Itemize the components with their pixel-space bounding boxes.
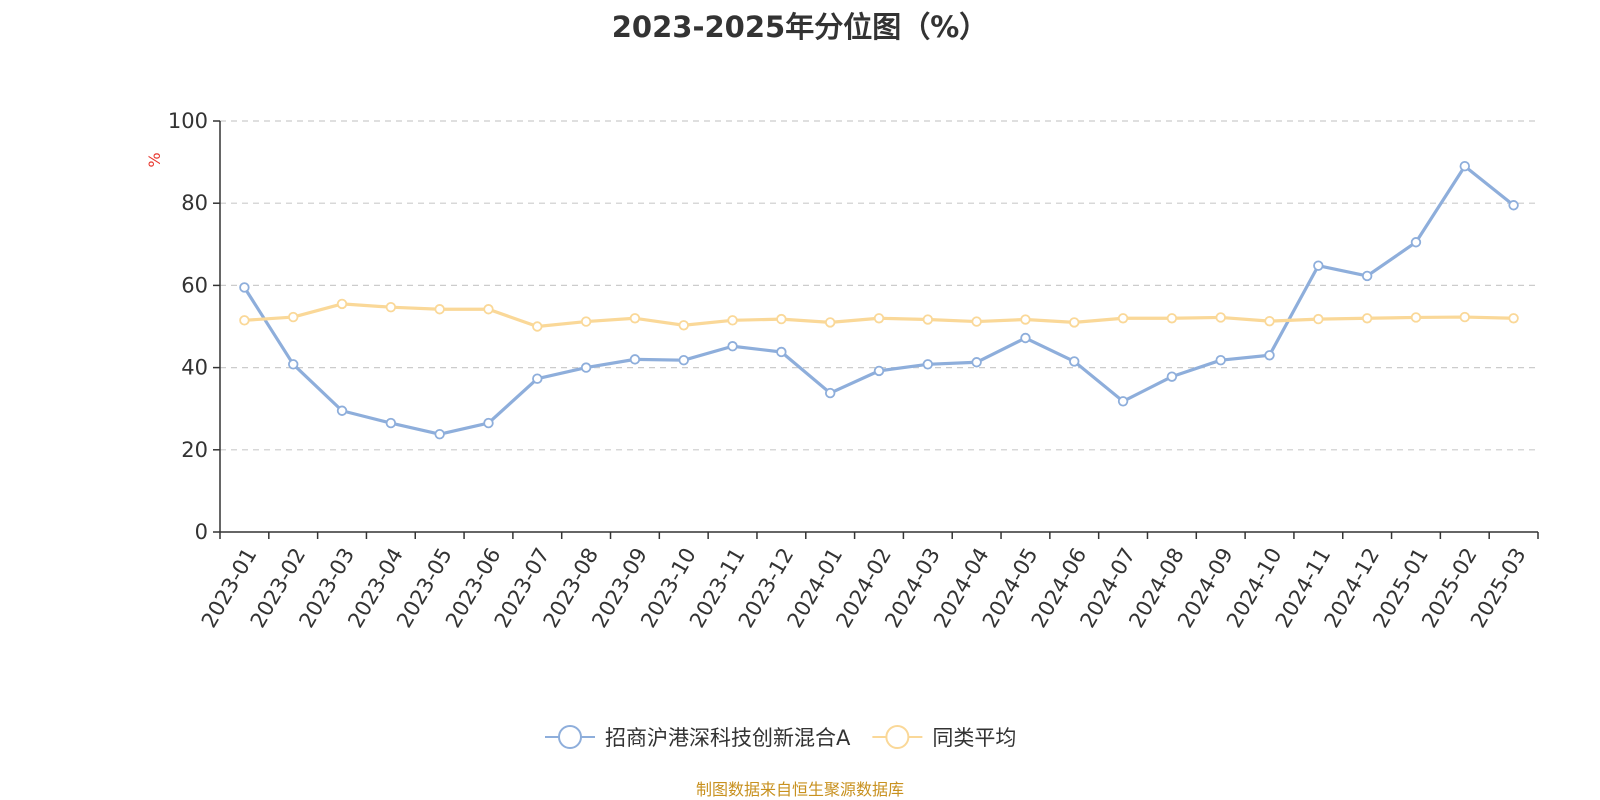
data-point — [1361, 270, 1373, 282]
data-point — [239, 282, 250, 293]
data-point — [1117, 313, 1129, 324]
data-point — [1215, 312, 1226, 323]
data-point — [629, 354, 641, 365]
legend[interactable]: 招商沪港深科技创新混合A 同类平均 — [545, 725, 1016, 750]
legend-marker — [885, 725, 910, 749]
data-point — [1264, 315, 1275, 327]
data-point — [336, 298, 348, 310]
data-point — [1508, 200, 1519, 211]
data-point — [1313, 313, 1324, 325]
data-point — [922, 314, 934, 325]
data-point — [824, 387, 836, 399]
data-point — [580, 362, 592, 373]
series-1 — [239, 161, 1519, 440]
y-tick-label: 80 — [181, 191, 208, 215]
data-point — [678, 320, 689, 331]
legend-marker — [558, 725, 582, 749]
data-point — [336, 405, 348, 416]
data-point — [1069, 356, 1080, 367]
data-point — [824, 317, 836, 328]
data-point — [971, 316, 982, 327]
data-point — [873, 313, 885, 324]
data-point — [1166, 371, 1178, 382]
data-point — [434, 304, 445, 315]
data-source-note: 制图数据来自恒生聚源数据库 — [695, 780, 904, 799]
y-tick-label: 40 — [181, 356, 208, 380]
data-point — [385, 301, 397, 313]
data-point — [1459, 311, 1470, 323]
y-tick-label: 100 — [168, 109, 208, 133]
grid-lines — [220, 120, 1538, 451]
data-point — [1020, 332, 1031, 344]
data-point — [971, 357, 982, 368]
data-point — [1361, 313, 1373, 324]
data-point — [1459, 161, 1470, 172]
data-point — [532, 321, 543, 332]
series-line — [243, 164, 1515, 436]
data-point — [1313, 260, 1324, 271]
data-point — [1117, 396, 1129, 407]
data-point — [678, 355, 689, 366]
data-point — [727, 341, 738, 352]
data-point — [922, 359, 934, 370]
data-point — [434, 428, 445, 440]
y-axis-label: % — [145, 152, 164, 167]
data-point — [727, 315, 738, 326]
y-tick-labels: 0 20 40 60 80 100 — [168, 109, 208, 544]
data-point — [1410, 237, 1422, 248]
data-point — [1508, 313, 1519, 324]
data-point — [239, 315, 250, 326]
data-point — [580, 316, 592, 327]
line-chart: 0 20 40 60 80 100 2023-012023-022023-032023-0… — [145, 109, 1539, 750]
data-point — [288, 311, 299, 323]
y-tick-label: 0 — [195, 520, 208, 544]
data-point — [1069, 317, 1080, 328]
data-point — [629, 313, 641, 324]
y-tick-label: 60 — [181, 273, 208, 297]
data-point — [288, 359, 299, 370]
data-point — [1264, 350, 1275, 361]
series-2 — [239, 298, 1519, 332]
data-point — [1215, 355, 1226, 366]
data-point — [1166, 313, 1178, 324]
data-point — [483, 417, 494, 429]
legend-item-1[interactable]: 招商沪港深科技创新混合A — [545, 725, 851, 750]
data-point — [483, 304, 494, 315]
data-point — [532, 373, 543, 384]
data-point — [1020, 314, 1031, 325]
axes — [213, 120, 1539, 539]
data-point — [1410, 312, 1422, 323]
data-point — [385, 417, 397, 429]
legend-label: 招商沪港深科技创新混合A — [605, 726, 851, 750]
chart-title: 2023-2025年分位图（%） — [611, 10, 989, 44]
legend-label: 同类平均 — [932, 726, 1016, 750]
data-point — [873, 365, 885, 377]
data-point — [776, 313, 787, 325]
x-tick-labels: 2023-012023-022023-032023-042023-052023-… — [197, 544, 1531, 632]
legend-item-2[interactable]: 同类平均 — [872, 725, 1016, 750]
series-lines — [239, 161, 1519, 440]
y-tick-label: 20 — [181, 438, 208, 462]
data-point — [776, 346, 787, 358]
